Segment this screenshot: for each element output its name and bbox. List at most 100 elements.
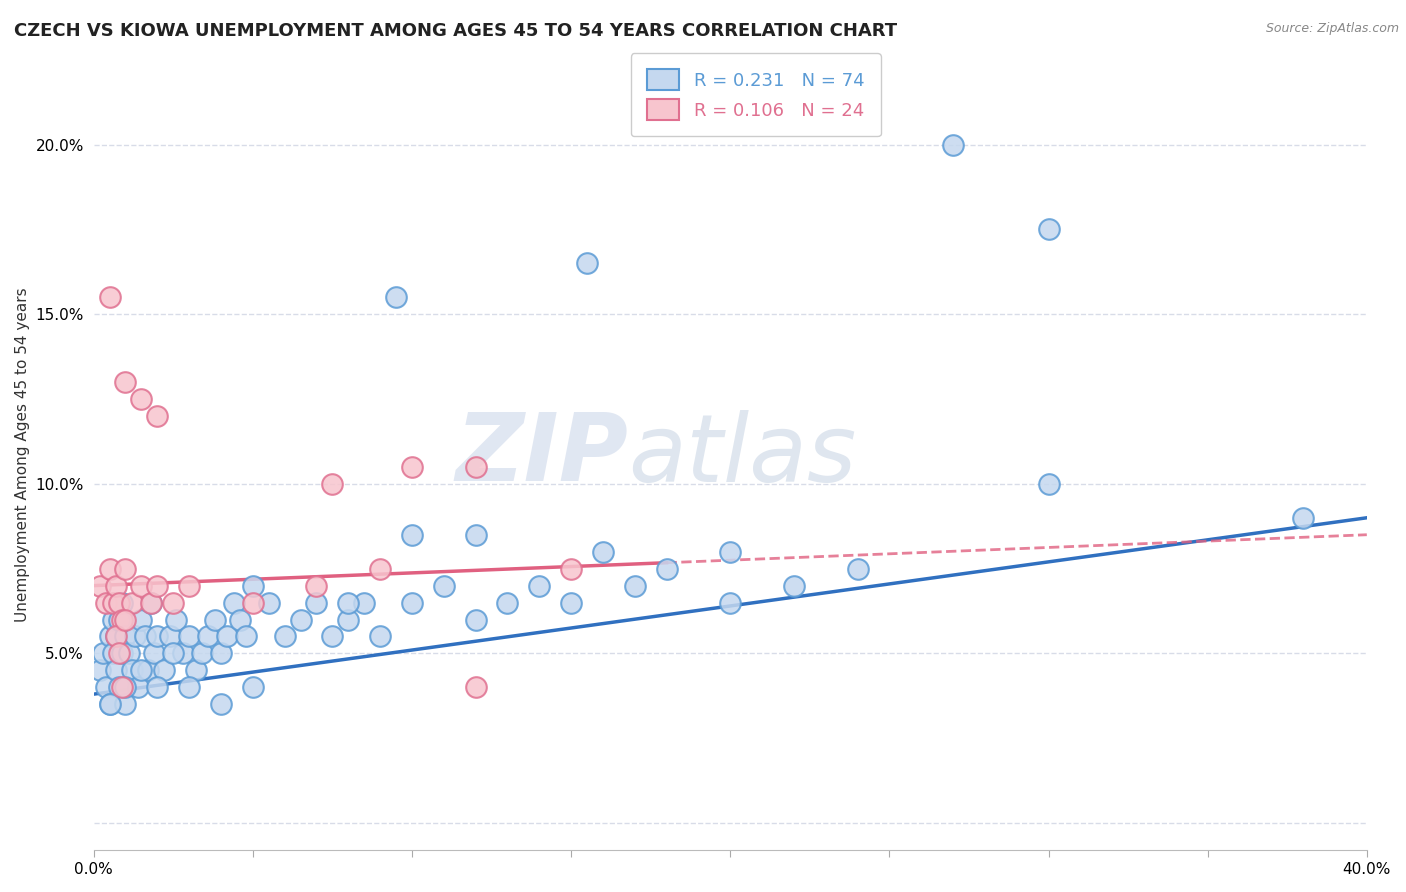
Text: atlas: atlas [628,409,856,500]
Point [560,596,582,610]
Point [273,630,295,644]
Point [222,596,245,610]
Point [1292,510,1315,524]
Point [401,527,423,541]
Point [118,647,141,661]
Point [464,681,486,695]
Point [560,562,582,576]
Point [718,544,741,558]
Point [191,647,214,661]
Point [235,630,257,644]
Point [114,630,136,644]
Point [111,613,134,627]
Point [242,579,264,593]
Point [98,290,121,304]
Point [98,698,121,712]
Point [337,596,360,610]
Point [139,596,162,610]
Point [162,647,184,661]
Point [433,579,456,593]
Point [401,459,423,474]
Point [217,630,239,644]
Point [623,579,645,593]
Point [197,630,219,644]
Point [121,664,143,678]
Point [337,613,360,627]
Point [104,630,127,644]
Point [89,664,111,678]
Point [108,647,131,661]
Point [655,562,678,576]
Point [104,630,127,644]
Point [96,681,118,695]
Point [353,596,375,610]
Point [98,630,121,644]
Point [134,630,156,644]
Point [114,698,136,712]
Point [368,562,391,576]
Point [89,579,111,593]
Point [846,562,869,576]
Point [529,579,551,593]
Point [718,596,741,610]
Point [172,647,194,661]
Point [131,613,153,627]
Point [114,681,136,695]
Point [101,613,124,627]
Text: CZECH VS KIOWA UNEMPLOYMENT AMONG AGES 45 TO 54 YEARS CORRELATION CHART: CZECH VS KIOWA UNEMPLOYMENT AMONG AGES 4… [14,22,897,40]
Point [204,613,226,627]
Point [242,596,264,610]
Point [104,579,127,593]
Point [108,613,131,627]
Point [592,544,614,558]
Point [152,664,174,678]
Point [146,681,169,695]
Point [131,579,153,593]
Text: Source: ZipAtlas.com: Source: ZipAtlas.com [1265,22,1399,36]
Point [257,596,280,610]
Point [209,698,232,712]
Point [179,681,201,695]
Point [96,596,118,610]
Point [209,647,232,661]
Point [146,630,169,644]
Point [136,664,159,678]
Point [131,392,153,406]
Point [101,647,124,661]
Point [321,630,343,644]
Point [139,596,162,610]
Point [104,664,127,678]
Point [159,630,181,644]
Point [111,681,134,695]
Point [368,630,391,644]
Point [1038,476,1060,491]
Point [111,647,134,661]
Point [385,290,408,304]
Point [305,579,328,593]
Y-axis label: Unemployment Among Ages 45 to 54 years: Unemployment Among Ages 45 to 54 years [15,288,30,623]
Point [305,596,328,610]
Point [121,596,143,610]
Point [114,613,136,627]
Legend: R = 0.231   N = 74, R = 0.106   N = 24: R = 0.231 N = 74, R = 0.106 N = 24 [631,53,880,136]
Point [108,596,131,610]
Point [146,579,169,593]
Text: ZIP: ZIP [456,409,628,501]
Point [127,681,149,695]
Point [101,596,124,610]
Point [464,459,486,474]
Point [131,664,153,678]
Point [162,596,184,610]
Point [146,409,169,423]
Point [179,579,201,593]
Point [124,630,146,644]
Point [114,562,136,576]
Point [111,596,134,610]
Point [496,596,519,610]
Point [401,596,423,610]
Point [464,613,486,627]
Point [108,681,131,695]
Point [165,613,187,627]
Point [321,476,343,491]
Point [1038,222,1060,236]
